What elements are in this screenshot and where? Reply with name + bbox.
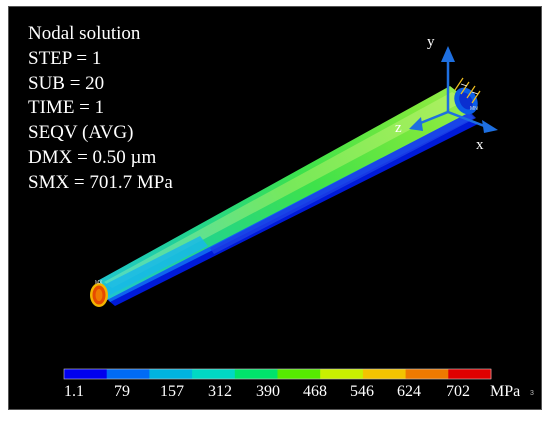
info-smx: SMX = 701.7 MPa: [28, 171, 173, 193]
info-sub: SUB = 20: [28, 72, 105, 94]
info-seqv: SEQV (AVG): [28, 122, 134, 144]
constraint-symbols: [454, 77, 481, 104]
corner-mark: 3: [530, 390, 534, 397]
info-dmx: DMX = 0.50 µm: [28, 146, 157, 168]
legend-label-3: 312: [208, 383, 232, 400]
info-step: STEP = 1: [28, 47, 102, 69]
info-time: TIME = 1: [28, 97, 105, 119]
legend-label-5: 468: [303, 383, 327, 400]
min-marker: MX: [95, 280, 103, 286]
beam-cyan-edge: [98, 236, 208, 298]
legend-label-0: 1.1: [64, 383, 84, 400]
free-end-core: [95, 289, 103, 301]
info-title: Nodal solution: [28, 23, 141, 44]
beam-blue-strip: [210, 112, 476, 254]
fixed-end-inner: [459, 92, 473, 110]
solution-info: Nodal solution STEP = 1 SUB = 20 TIME = …: [28, 22, 173, 196]
axis-x-label: x: [476, 137, 484, 153]
axis-y-label: y: [427, 34, 435, 50]
legend-label-4: 390: [256, 383, 280, 400]
beam: [90, 86, 478, 307]
legend-unit: MPa: [490, 383, 521, 400]
coordinate-triad: [409, 46, 498, 133]
legend-label-1: 79: [114, 383, 130, 400]
legend-label-7: 624: [397, 383, 421, 400]
axis-z-label: z: [395, 120, 402, 136]
max-marker: MN: [470, 106, 478, 112]
legend-label-8: 702: [446, 383, 470, 400]
legend-label-6: 546: [350, 383, 374, 400]
legend-label-2: 157: [160, 383, 184, 400]
beam-lower-band: [104, 110, 474, 302]
